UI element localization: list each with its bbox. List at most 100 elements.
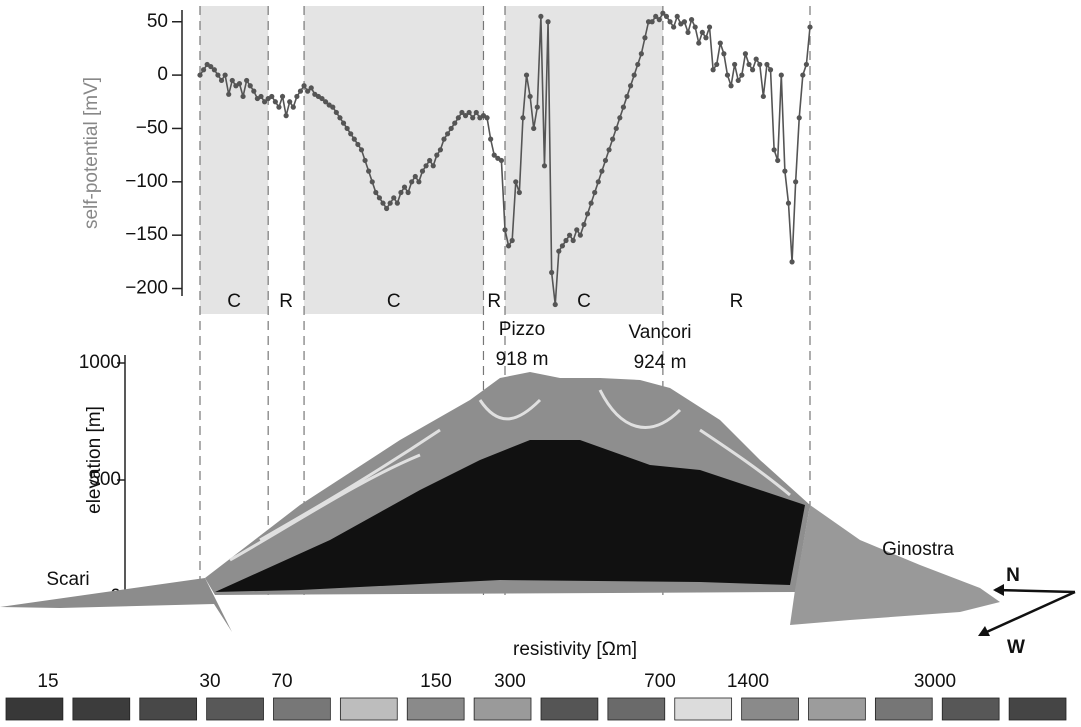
sp-point [667, 19, 673, 25]
sp-point [283, 113, 289, 119]
sp-point [602, 157, 609, 164]
sp-point [556, 248, 562, 254]
sp-point [211, 67, 217, 73]
arrow-head [993, 584, 1004, 596]
sp-point [775, 157, 781, 164]
sp-point [757, 61, 763, 68]
zone-label: R [279, 291, 293, 312]
sp-point [803, 61, 810, 68]
annotation: Pizzo [499, 319, 545, 340]
zone-band [268, 6, 304, 314]
sp-point [416, 179, 422, 185]
sp-point [333, 109, 339, 116]
sp-point [588, 200, 594, 206]
sp-point [753, 56, 759, 62]
y-tick-label: −100 [125, 171, 168, 192]
y-tick-label: 1000 [79, 352, 121, 373]
sp-point [706, 24, 713, 30]
sp-point [330, 104, 336, 110]
colorbar-swatch [741, 697, 799, 721]
sp-point [218, 77, 225, 84]
sp-point [215, 72, 221, 78]
sp-point [581, 221, 587, 228]
zone-band [663, 6, 810, 314]
zone-label: C [227, 291, 241, 312]
sp-point [448, 125, 454, 132]
sp-point [470, 115, 476, 121]
sp-point [376, 195, 383, 201]
sp-point [660, 10, 666, 16]
colorbar-tick-label: 300 [494, 671, 526, 692]
sp-point [505, 243, 512, 249]
sp-point [272, 99, 278, 105]
sp-point [319, 95, 325, 102]
sp-point [391, 195, 397, 201]
sp-point [200, 67, 207, 73]
sp-point [527, 93, 533, 100]
sp-point [724, 72, 731, 78]
sp-point [692, 24, 698, 30]
sp-point [620, 104, 627, 110]
sp-point [552, 301, 558, 308]
sp-point [437, 147, 444, 153]
sp-point [240, 93, 246, 100]
y-axis-label: self-potential [mV] [81, 77, 102, 229]
sp-point [251, 88, 257, 94]
sp-point [473, 109, 479, 116]
sp-point [574, 227, 580, 233]
annotation: Scari [46, 569, 89, 590]
annotation: Vancori [628, 322, 691, 343]
sp-point [627, 83, 634, 89]
sp-point [423, 163, 429, 169]
colorbar-tick-label: 15 [37, 671, 58, 692]
sp-point [610, 136, 616, 142]
sp-point [717, 40, 723, 46]
sp-point [606, 147, 612, 153]
sp-point [405, 189, 411, 196]
zone-band [505, 6, 663, 314]
sp-point [566, 232, 573, 238]
elevation-axis: 05001000elevation [m] [79, 352, 126, 607]
colorbar-swatch [874, 697, 933, 721]
sp-point [541, 163, 548, 169]
sp-point [279, 93, 286, 100]
sp-point [782, 168, 788, 174]
sp-point [531, 125, 537, 132]
sp-point [513, 179, 519, 185]
sp-point [663, 13, 670, 20]
sp-point [348, 131, 354, 137]
sp-point [778, 72, 784, 78]
colorbar-swatch [607, 697, 666, 721]
y-tick-label: −50 [136, 117, 168, 138]
sp-point [767, 67, 774, 73]
sp-point [635, 61, 641, 68]
sp-point [197, 72, 203, 78]
sp-point [430, 163, 436, 169]
colorbar-swatch [1008, 697, 1067, 721]
sp-point [301, 83, 307, 89]
sp-point [739, 72, 745, 78]
north-arrow [994, 588, 1076, 594]
sp-point [785, 200, 792, 206]
sp-point [563, 237, 569, 244]
sp-point [599, 168, 605, 174]
sp-point [226, 91, 232, 97]
sp-point [373, 189, 379, 196]
sp-point [642, 35, 648, 41]
sp-point [509, 237, 515, 244]
sp-point [462, 113, 469, 119]
sp-point [760, 93, 766, 100]
sp-point [796, 115, 802, 121]
sp-point [355, 141, 361, 148]
sp-point [746, 61, 752, 68]
sp-point [383, 205, 390, 212]
colorbar-swatch [473, 697, 532, 721]
sp-point [229, 77, 235, 84]
sp-point [570, 237, 576, 244]
sp-point [688, 17, 695, 23]
sp-point [714, 61, 720, 68]
sp-point [366, 168, 372, 174]
sp-point [538, 13, 544, 20]
sp-point [244, 77, 250, 84]
sp-point [380, 200, 386, 206]
